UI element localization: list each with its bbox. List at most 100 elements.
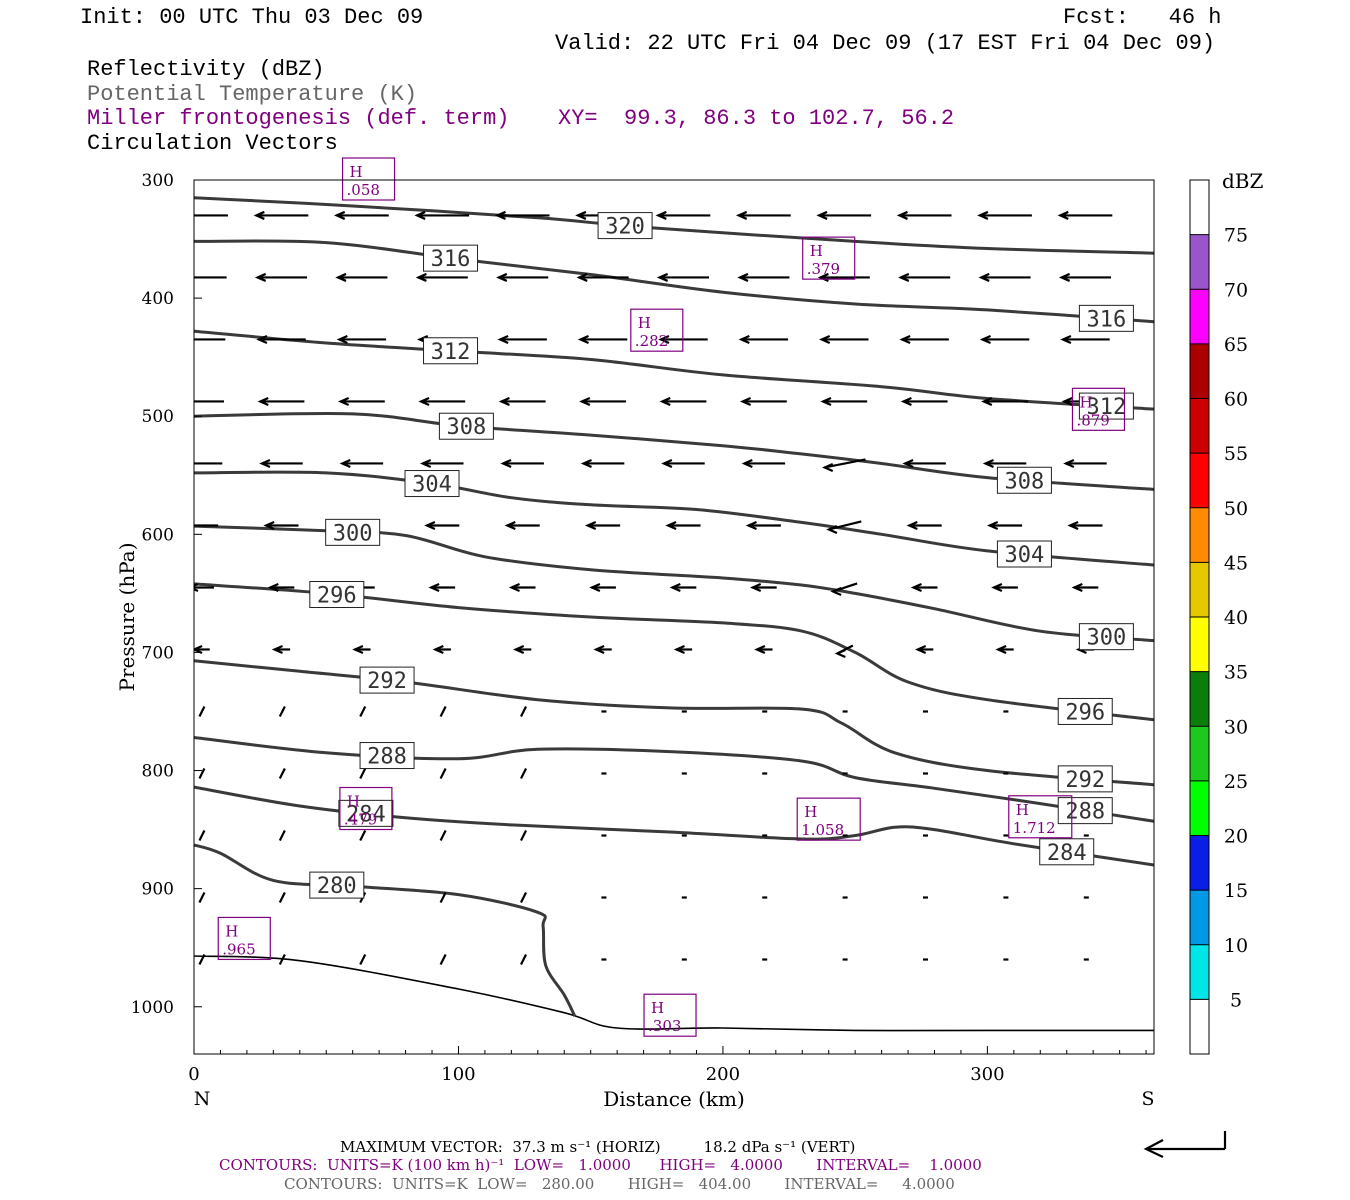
circulation-vector (821, 458, 866, 472)
circulation-vector (910, 582, 938, 592)
fronto-max-label: H (1079, 393, 1092, 411)
field-circulation: Circulation Vectors (87, 131, 338, 156)
fronto-max-value: .379 (807, 260, 840, 278)
circulation-vector (826, 520, 862, 534)
circulation-vector (256, 334, 306, 344)
fronto-max-label: H (810, 242, 823, 260)
colorbar-level-label: 50 (1224, 498, 1248, 520)
circulation-vector (194, 400, 224, 403)
circulation-vector (749, 582, 777, 592)
theta-label-box (1078, 623, 1134, 651)
circulation-vector (577, 334, 628, 344)
fronto-max-label: H (651, 999, 664, 1017)
fronto-max-value: .965 (222, 940, 255, 958)
colorbar-level-label: 20 (1224, 826, 1248, 848)
circulation-vector (520, 768, 528, 779)
theta-contour-label: 288 (367, 745, 407, 770)
theta-contour-label: 316 (1087, 307, 1127, 332)
circulation-vector (194, 582, 214, 592)
circulation-vector (278, 954, 286, 966)
circulation-vector (359, 768, 367, 779)
fronto-max-box (802, 236, 856, 280)
theta-contour-label: 308 (1005, 469, 1045, 494)
circulation-vector (658, 334, 708, 344)
south-end-label: S (1141, 1088, 1154, 1110)
fronto-max-label: H (225, 922, 238, 940)
circulation-vector (335, 272, 388, 282)
y-tick-label: 1000 (131, 998, 174, 1018)
theta-contour-label: 284 (1047, 841, 1087, 866)
circulation-vector (194, 522, 219, 529)
circulation-vector (198, 705, 206, 717)
theta-label-box (438, 412, 494, 440)
theta-contour-308 (194, 411, 1154, 491)
theta-contour-292 (194, 659, 1154, 787)
fronto-max-label: H (1016, 801, 1029, 819)
theta-label-box (423, 337, 479, 365)
circulation-vector (494, 210, 550, 220)
theta-label-box (325, 518, 381, 546)
colorbar-swatch (1190, 780, 1209, 836)
circulation-vector (496, 272, 549, 282)
circulation-vector (991, 582, 1018, 592)
circulation-vector (419, 458, 464, 468)
cross-section-endpoints: XY= 99.3, 86.3 to 102.7, 56.2 (558, 106, 955, 131)
circulation-vector (979, 334, 1030, 344)
colorbar-swatch (1190, 999, 1209, 1054)
fronto-max-value: .879 (1076, 411, 1109, 429)
colorbar-swatch (1190, 289, 1209, 344)
circulation-vector (198, 892, 206, 903)
circulation-vector (498, 396, 546, 406)
forecast-hour: Fcst: 46 h (1063, 5, 1222, 30)
colorbar-level-label: 35 (1224, 662, 1248, 684)
circulation-vector (656, 272, 710, 282)
circulation-vector (669, 582, 697, 592)
theta-contour-312 (194, 329, 1154, 411)
circulation-vector (254, 272, 308, 282)
circulation-vector (834, 644, 854, 658)
circulation-vector (673, 644, 693, 654)
colorbar-unit: dBZ (1222, 169, 1264, 193)
circulation-vector (745, 520, 781, 530)
circulation-vector (439, 705, 447, 717)
circulation-vector (981, 396, 1028, 406)
colorbar-level-label: 45 (1224, 552, 1248, 574)
colorbar-swatch (1190, 180, 1209, 235)
theta-contour-280 (194, 843, 577, 1017)
circulation-vector (414, 210, 470, 220)
theta-label-box (359, 666, 415, 694)
colorbar-level-label: 5 (1230, 989, 1242, 1011)
fronto-max-label: H (804, 803, 817, 821)
theta-label-box (1057, 697, 1113, 725)
colorbar-level-label: 15 (1224, 880, 1248, 902)
colorbar-level-label: 70 (1224, 279, 1248, 301)
circulation-vector (339, 458, 384, 468)
circulation-vector (820, 396, 868, 406)
circulation-vector (899, 334, 949, 344)
y-tick-label: 900 (142, 880, 174, 900)
circulation-vector (1071, 582, 1099, 592)
y-tick-label: 800 (142, 762, 174, 782)
fronto-max-value: .058 (347, 181, 380, 199)
circulation-vector (439, 830, 447, 841)
circulation-vector (259, 458, 303, 468)
theta-contour-label: 304 (412, 473, 452, 498)
circulation-vector (504, 520, 540, 530)
circulation-vector (816, 210, 872, 220)
colorbar-level-label: 25 (1224, 771, 1248, 793)
circulation-vector (914, 644, 934, 654)
circulation-vector (439, 892, 447, 903)
theta-contour-304 (194, 470, 1154, 567)
circulation-vector (194, 214, 228, 217)
theta-contour-label: 316 (431, 247, 471, 272)
max-vector-note: MAXIMUM VECTOR: 37.3 m s⁻¹ (HORIZ) 18.2 … (340, 1138, 856, 1156)
colorbar-swatch (1190, 562, 1209, 617)
x-tick-label: 300 (970, 1064, 1004, 1085)
circulation-vector (278, 705, 286, 717)
x-axis-label: Distance (km) (603, 1087, 745, 1111)
y-tick-label: 300 (142, 171, 174, 191)
circulation-vector (977, 210, 1032, 220)
circulation-vector (1067, 520, 1103, 530)
colorbar-level-label: 65 (1224, 334, 1248, 356)
fronto-max-box (339, 786, 393, 831)
